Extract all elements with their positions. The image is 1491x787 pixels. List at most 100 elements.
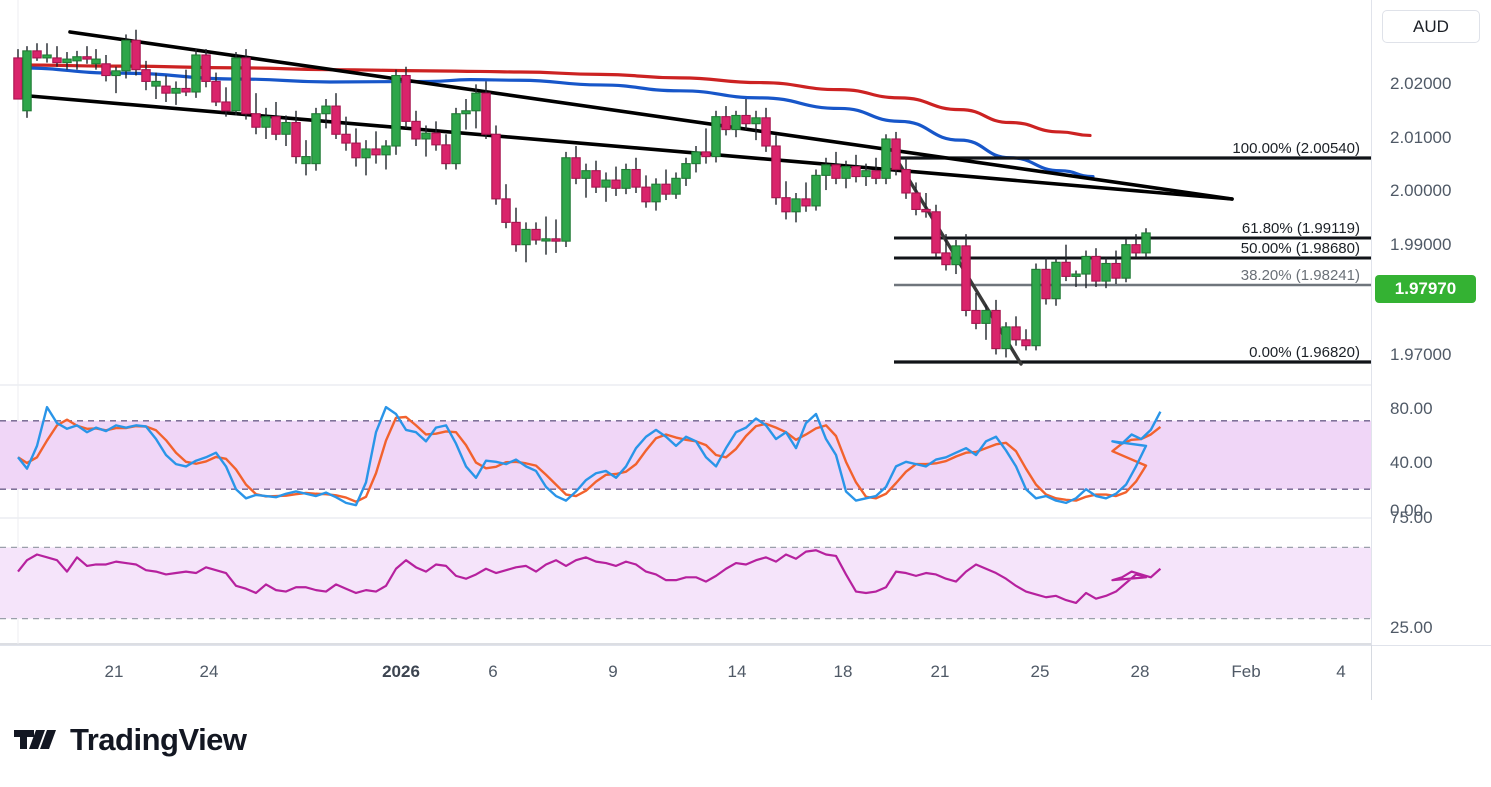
candle-body <box>561 157 571 242</box>
candle-body <box>1091 255 1101 282</box>
candle-body <box>661 183 671 195</box>
candle-body <box>721 116 731 131</box>
candle-body <box>22 50 32 112</box>
tradingview-logo[interactable]: TradingView <box>14 722 247 758</box>
candle-body <box>341 133 351 144</box>
time-tick: 9 <box>608 662 618 681</box>
candle-body <box>841 166 851 179</box>
candle-body <box>851 166 861 178</box>
candle-body <box>981 309 991 324</box>
candle-body <box>511 221 521 246</box>
candle-body <box>1031 268 1041 347</box>
candle-body <box>1141 232 1151 254</box>
candle-body <box>881 138 891 179</box>
candle-body <box>991 309 1001 350</box>
candle-body <box>911 192 921 210</box>
candle-body <box>971 309 981 324</box>
candlestick-series <box>13 29 1151 358</box>
time-tick: 14 <box>727 662 747 681</box>
candle-body <box>301 156 311 165</box>
currency-badge[interactable]: AUD <box>1382 10 1480 43</box>
fib-level-label: 61.80% (1.99119) <box>1241 220 1360 237</box>
time-tick: 21 <box>930 662 950 681</box>
stoch-k-line <box>17 405 1162 507</box>
time-axis[interactable]: 21 24 2026 6 9 14 18 21 25 28 Feb 4 <box>0 645 1491 700</box>
indicator-tick: 25.00 <box>1390 618 1433 637</box>
chart-area[interactable] <box>0 0 1491 700</box>
fib-level-label: 50.00% (1.98680) <box>1240 240 1360 257</box>
candle-body <box>52 57 62 64</box>
time-tick: 28 <box>1130 662 1150 681</box>
candle-body <box>221 101 231 112</box>
rsi-band <box>0 547 1371 619</box>
candle-body <box>261 116 271 128</box>
last-price-value: 1.97970 <box>1394 279 1457 298</box>
candle-body <box>931 211 941 254</box>
candle-body <box>311 113 321 165</box>
candle-body <box>521 228 531 246</box>
candle-body <box>921 208 931 213</box>
candle-body <box>1021 339 1031 347</box>
candle-body <box>82 56 92 60</box>
fib-level-label: 38.20% (1.98241) <box>1240 267 1360 284</box>
price-tick: 1.97000 <box>1390 345 1452 364</box>
candle-body <box>291 121 301 158</box>
lower-descending-trendline[interactable] <box>16 93 1234 201</box>
candle-body <box>251 113 261 128</box>
candle-body <box>201 54 211 82</box>
candle-body <box>42 54 52 59</box>
candle-body <box>121 39 131 72</box>
indicator-tick: 40.00 <box>1390 453 1433 472</box>
candle-body <box>941 252 951 266</box>
candle-body <box>171 87 181 94</box>
candle-body <box>471 92 481 112</box>
candle-body <box>611 179 621 189</box>
candle-body <box>191 54 201 93</box>
candle-body <box>1001 326 1011 350</box>
candle-body <box>321 105 331 115</box>
candle-body <box>1051 261 1061 300</box>
candle-body <box>281 121 291 135</box>
candle-body <box>681 163 691 179</box>
time-tick: 25 <box>1030 662 1050 681</box>
candle-body <box>101 63 111 77</box>
candle-body <box>1131 244 1141 254</box>
candle-body <box>141 69 151 82</box>
candle-body <box>861 170 871 178</box>
candle-body <box>381 145 391 156</box>
upper-descending-trendline[interactable] <box>68 30 1234 201</box>
price-tick: 2.01000 <box>1390 128 1452 147</box>
time-tick: 6 <box>488 662 498 681</box>
candle-body <box>891 138 901 171</box>
candle-body <box>951 245 961 266</box>
stoch-band <box>0 420 1371 490</box>
time-tick: 4 <box>1336 662 1346 681</box>
chart-canvas <box>0 0 1371 645</box>
candle-body <box>871 170 881 179</box>
price-tick: 2.00000 <box>1390 181 1452 200</box>
candle-body <box>351 142 361 159</box>
time-tick: 21 <box>104 662 124 681</box>
axis-divider <box>1371 645 1372 700</box>
candle-body <box>571 157 581 179</box>
candle-body <box>1011 326 1021 341</box>
price-scale[interactable]: AUD 2.02000 2.01000 2.00000 1.99000 1.97000 … <box>1371 0 1491 700</box>
candle-body <box>741 114 751 125</box>
candle-body <box>961 245 971 312</box>
candle-body <box>901 168 911 194</box>
candle-body <box>771 145 781 199</box>
time-tick: Feb <box>1231 662 1261 681</box>
candle-body <box>581 170 591 179</box>
candle-body <box>62 58 72 64</box>
candle-body <box>421 132 431 140</box>
currency-badge-label: AUD <box>1413 17 1449 36</box>
candle-body <box>481 92 491 135</box>
candle-body <box>371 148 381 156</box>
candle-body <box>1111 262 1121 279</box>
candle-body <box>231 57 241 112</box>
candle-body <box>491 133 501 200</box>
price-tick: 1.99000 <box>1390 235 1452 254</box>
candle-body <box>501 198 511 223</box>
candle-body <box>361 148 371 159</box>
